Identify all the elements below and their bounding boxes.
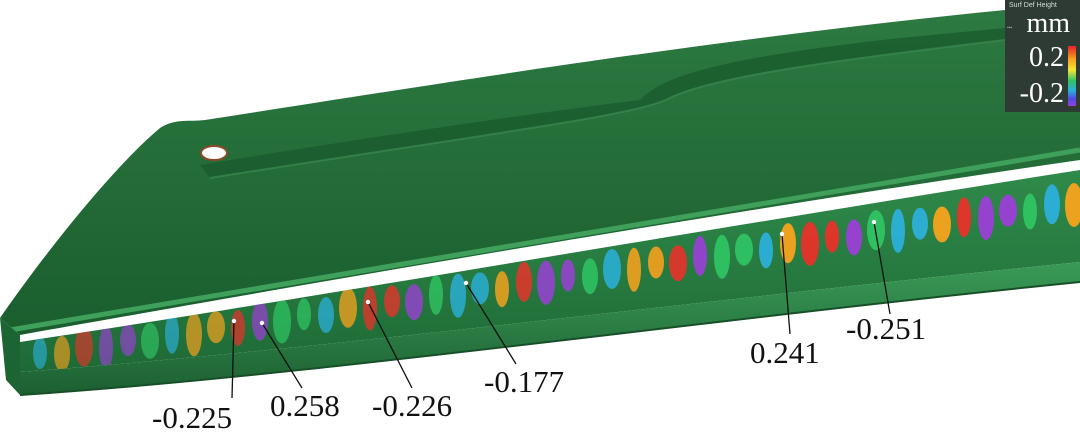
deviation-spot	[912, 207, 928, 240]
deviation-spot	[471, 272, 489, 305]
callout-point	[259, 320, 265, 326]
leader-line	[465, 282, 517, 365]
deviation-spot	[669, 245, 687, 282]
panel-edge-crease	[9, 147, 1080, 333]
deviation-spot	[891, 208, 905, 253]
deviation-spot	[297, 298, 311, 331]
deviation-spot	[273, 299, 291, 344]
callout-point	[231, 318, 237, 324]
deviation-spot	[339, 287, 357, 328]
deviation-spot	[207, 311, 225, 344]
callout-label: -0.225	[152, 400, 233, 435]
legend-title: Surf Def Height	[1009, 2, 1057, 9]
flange-left-end	[0, 318, 20, 395]
deviation-spot	[252, 300, 268, 341]
panel-top-surface	[0, 5, 1080, 335]
deviation-spot	[846, 219, 862, 256]
callout-label: -0.177	[484, 364, 565, 399]
deviation-spot	[1023, 193, 1037, 230]
deviation-spot	[648, 246, 664, 279]
deviation-spot	[537, 260, 555, 305]
mounting-hole	[200, 145, 228, 161]
deviation-spot	[582, 258, 598, 295]
deviation-spot	[120, 324, 136, 357]
callout-label: 0.241	[750, 335, 820, 370]
leader-line	[781, 233, 791, 335]
deviation-spot	[165, 313, 179, 354]
deviation-spot	[186, 312, 202, 357]
deviation-spot	[561, 259, 575, 292]
deviation-spot	[141, 322, 159, 359]
color-legend: Surf Def Height ▪▪▪ mm 0.2 -0.2	[1005, 0, 1080, 112]
deviation-spot	[825, 220, 839, 253]
legend-small-mark: ▪▪▪	[1007, 25, 1013, 31]
legend-max-value: 0.2	[1029, 42, 1064, 73]
deviation-spot	[1065, 183, 1080, 228]
flange-lower-lip	[20, 262, 1080, 395]
deviation-map	[33, 183, 1080, 372]
leader-line	[231, 320, 235, 399]
deviation-spot	[759, 232, 773, 269]
legend-color-bar	[1068, 46, 1076, 106]
deviation-spot	[384, 285, 400, 318]
deviation-spot	[495, 271, 509, 308]
leader-line	[873, 221, 891, 315]
deviation-spot	[1044, 184, 1060, 225]
callout-point	[871, 219, 877, 225]
deviation-spot	[99, 325, 113, 370]
callout-point	[463, 280, 469, 286]
deviation-spot	[54, 335, 70, 372]
callout-point	[779, 231, 785, 237]
leader-line	[367, 301, 413, 389]
deviation-spot	[603, 248, 621, 289]
callout-label: -0.251	[846, 311, 927, 346]
callout-label: -0.226	[372, 388, 453, 423]
deviation-spot	[318, 297, 334, 334]
deviation-spot	[75, 326, 93, 367]
legend-unit: mm	[1026, 8, 1070, 39]
callout-label: 0.258	[270, 388, 340, 423]
deviation-spot	[405, 284, 423, 321]
deviation-spot	[978, 195, 994, 240]
deviation-spot	[933, 206, 951, 243]
deviation-spot	[693, 236, 707, 277]
deviation-spot	[450, 273, 466, 318]
deviation-spot	[714, 234, 730, 279]
deviation-spot	[735, 233, 753, 266]
callout-points	[231, 219, 877, 326]
deviation-spot	[999, 194, 1017, 227]
panel-recess-highlight	[209, 39, 1006, 179]
deviation-spot	[429, 274, 443, 315]
deviation-spot	[516, 261, 532, 302]
leader-lines	[231, 221, 891, 399]
deviation-spot	[627, 247, 641, 292]
flange-lower-edge	[19, 281, 1080, 396]
callout-point	[365, 299, 371, 305]
legend-min-value: -0.2	[1019, 78, 1064, 109]
deviation-spot	[33, 337, 47, 370]
deviation-spot	[363, 286, 377, 331]
deviation-spot	[957, 197, 971, 238]
deviation-spot	[801, 221, 819, 266]
leader-line	[261, 322, 303, 389]
